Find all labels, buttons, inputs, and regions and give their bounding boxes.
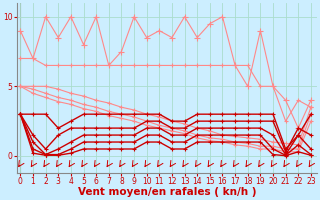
X-axis label: Vent moyen/en rafales ( kn/h ): Vent moyen/en rafales ( kn/h ) [78,187,256,197]
